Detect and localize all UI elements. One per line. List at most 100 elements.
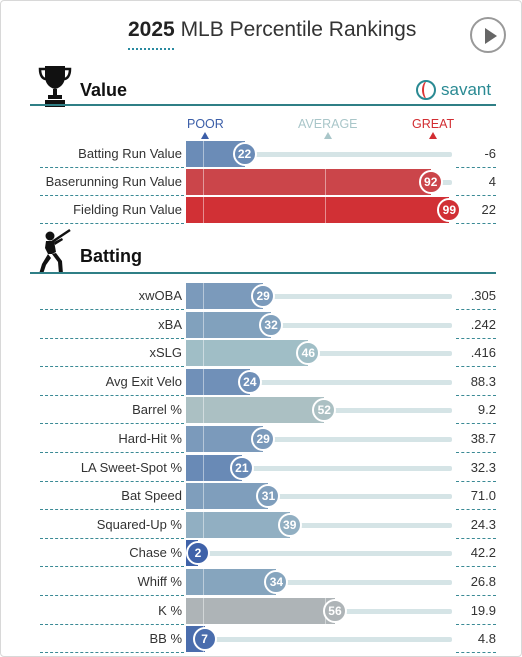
row-divider: [456, 223, 496, 224]
stat-value: -6: [484, 146, 496, 161]
bar-gridline: [325, 197, 326, 223]
stat-label: xBA: [158, 316, 182, 332]
row-divider: [40, 167, 184, 168]
percentile-bar: [186, 597, 335, 624]
value-section-rule: [30, 104, 496, 106]
percentile-track: [186, 580, 452, 585]
stat-row[interactable]: Fielding Run Value 99 22: [0, 197, 522, 224]
legend-average-marker: [323, 132, 332, 139]
legend-great-marker: [429, 132, 438, 139]
percentile-track: [186, 522, 452, 528]
value-section-title: Value: [80, 80, 128, 100]
percentile-badge: 29: [251, 284, 276, 308]
percentile-bar: [186, 283, 264, 309]
stat-row[interactable]: xSLG 46 .416: [0, 340, 522, 368]
percentile-track: [186, 379, 452, 385]
stat-value: 19.9: [470, 602, 496, 618]
row-divider: [40, 509, 184, 511]
stat-value: 9.2: [477, 402, 496, 418]
row-divider: [40, 566, 184, 568]
percentile-badge: 2: [186, 541, 210, 566]
stat-row[interactable]: Whiff % 34 26.8: [0, 569, 522, 596]
bar-gridline: [203, 283, 204, 309]
legend-great: GREAT: [412, 117, 454, 139]
stat-label: Whiff %: [137, 574, 182, 589]
stat-row[interactable]: Baserunning Run Value 92 4: [0, 169, 522, 196]
percentile-badge: 32: [259, 312, 284, 337]
stat-row[interactable]: Squared-Up % 39 24.3: [0, 511, 522, 539]
bar-gridline: [203, 311, 204, 338]
bar-gridline: [203, 197, 204, 223]
row-divider: [456, 566, 496, 568]
bar-gridline: [203, 397, 204, 424]
percentile-track: [186, 294, 452, 299]
stat-row[interactable]: Hard-Hit % 29 38.7: [0, 426, 522, 453]
stat-row[interactable]: BB % 7 4.8: [0, 626, 522, 654]
row-divider: [456, 652, 496, 654]
percentile-badge: 39: [277, 512, 302, 537]
row-divider: [40, 452, 184, 453]
stat-label: Batting Run Value: [78, 146, 182, 161]
stat-row[interactable]: xwOBA 29 .305: [0, 283, 522, 310]
savant-brand[interactable]: savant: [416, 80, 491, 100]
play-icon: [485, 28, 497, 44]
baseball-icon: [416, 80, 436, 100]
percentile-badge: 7: [192, 627, 217, 652]
percentile-badge: 56: [322, 598, 347, 623]
row-divider: [456, 623, 496, 625]
stat-label: Fielding Run Value: [73, 202, 182, 217]
percentile-track: [186, 494, 452, 500]
row-divider: [40, 394, 184, 396]
stat-label: Chase %: [129, 545, 182, 561]
savant-brand-label: savant: [441, 80, 492, 99]
bar-gridline: [203, 597, 204, 624]
percentile-bar: [186, 169, 431, 195]
row-divider: [40, 623, 184, 625]
stat-label: xSLG: [149, 345, 182, 361]
percentile-badge: 34: [264, 570, 289, 594]
stat-label: LA Sweet-Spot %: [80, 459, 182, 475]
row-divider: [40, 223, 184, 224]
percentile-track: [186, 551, 452, 557]
stat-row[interactable]: Chase % 2 42.2: [0, 540, 522, 568]
stat-row[interactable]: Batting Run Value 22 -6: [0, 141, 522, 168]
stat-row[interactable]: xBA 32 .242: [0, 311, 522, 339]
row-divider: [456, 595, 496, 596]
row-divider: [456, 366, 496, 368]
row-divider: [456, 195, 496, 196]
stat-row[interactable]: K % 56 19.9: [0, 597, 522, 625]
bar-gridline: [203, 569, 204, 595]
row-divider: [456, 309, 496, 310]
stat-row[interactable]: Bat Speed 31 71.0: [0, 483, 522, 511]
stat-value: 4.8: [477, 631, 496, 647]
stat-label: xwOBA: [138, 288, 182, 303]
batting-section-title: Batting: [80, 246, 142, 266]
stat-label: Squared-Up %: [96, 516, 182, 532]
stat-row[interactable]: Barrel % 52 9.2: [0, 397, 522, 425]
play-button[interactable]: [470, 17, 506, 53]
title-underline: [128, 48, 174, 50]
row-divider: [456, 394, 496, 396]
row-divider: [40, 366, 184, 368]
percentile-badge: 99: [437, 198, 462, 222]
row-divider: [456, 537, 496, 539]
stat-label: Avg Exit Velo: [105, 373, 182, 389]
bar-gridline: [203, 426, 204, 452]
stat-row[interactable]: Avg Exit Velo 24 88.3: [0, 368, 522, 396]
percentile-bar: [186, 569, 277, 595]
batting-section-rule: [30, 272, 496, 274]
stat-value: .416: [470, 345, 496, 361]
row-divider: [40, 595, 184, 596]
stat-value: .242: [470, 316, 496, 332]
percentile-badge: 24: [237, 369, 262, 394]
legend-average: AVERAGE: [298, 117, 358, 139]
percentile-bar: [186, 511, 290, 538]
percentile-track: [186, 437, 452, 442]
bar-gridline: [203, 340, 204, 367]
stat-row[interactable]: LA Sweet-Spot % 21 32.3: [0, 454, 522, 482]
stat-label: Barrel %: [132, 402, 182, 418]
stat-value: 38.7: [470, 431, 496, 446]
row-divider: [40, 423, 184, 425]
bar-gridline: [203, 169, 204, 195]
stat-value: 26.8: [470, 574, 496, 589]
